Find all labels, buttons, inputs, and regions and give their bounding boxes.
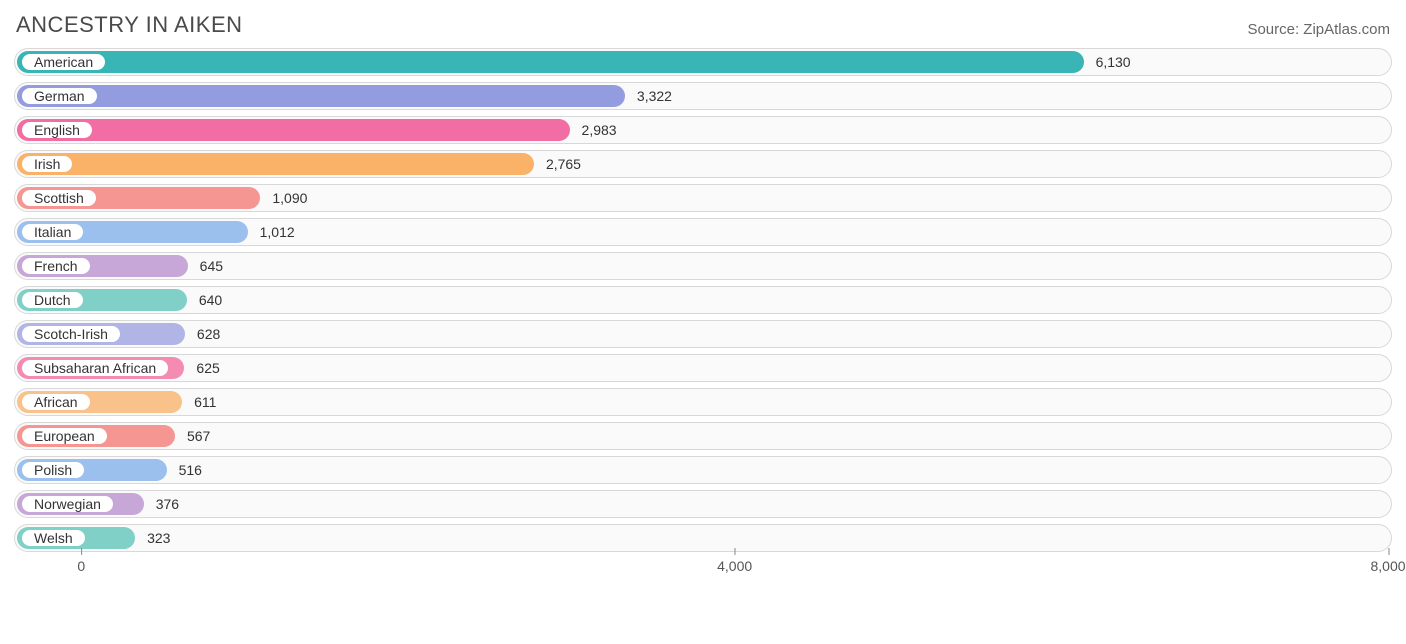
bar-label-pill: Welsh: [21, 529, 86, 547]
bar-value: 2,765: [546, 151, 581, 177]
bar-label: Subsaharan African: [34, 360, 156, 376]
bar-row: Norwegian 376: [14, 490, 1392, 518]
bar-fill: [17, 153, 534, 175]
ancestry-chart: ANCESTRY IN AIKEN Source: ZipAtlas.com A…: [0, 0, 1406, 598]
bar-label: Welsh: [34, 530, 73, 546]
bar-label: Scotch-Irish: [34, 326, 108, 342]
bar-value: 376: [156, 491, 179, 517]
bar-label-pill: English: [21, 121, 93, 139]
bar-label-pill: Irish: [21, 155, 73, 173]
bar-row: Italian 1,012: [14, 218, 1392, 246]
bar-row: French 645: [14, 252, 1392, 280]
bar-label: European: [34, 428, 95, 444]
bar-label-pill: German: [21, 87, 98, 105]
bar-label-pill: Polish: [21, 461, 85, 479]
bar-label-pill: Scottish: [21, 189, 97, 207]
bar-label-pill: Dutch: [21, 291, 84, 309]
bar-row: Scotch-Irish 628: [14, 320, 1392, 348]
bar-row: English 2,983: [14, 116, 1392, 144]
chart-source: Source: ZipAtlas.com: [1247, 21, 1390, 38]
bar-value: 1,090: [272, 185, 307, 211]
bar-value: 323: [147, 525, 170, 551]
bar-value: 6,130: [1096, 49, 1131, 75]
bar-value: 640: [199, 287, 222, 313]
bar-label: Norwegian: [34, 496, 101, 512]
axis-tick: 8,000: [1370, 558, 1405, 574]
bar-row: American 6,130: [14, 48, 1392, 76]
bar-area: American 6,130 German 3,322 English 2,983 Iris…: [14, 48, 1392, 552]
bar-value: 1,012: [260, 219, 295, 245]
bar-label-pill: Subsaharan African: [21, 359, 169, 377]
bar-value: 567: [187, 423, 210, 449]
bar-value: 625: [196, 355, 219, 381]
bar-label-pill: European: [21, 427, 108, 445]
bar-label: Scottish: [34, 190, 84, 206]
axis-tick: 4,000: [717, 558, 752, 574]
bar-label: Irish: [34, 156, 60, 172]
x-axis: 04,0008,000: [14, 558, 1392, 588]
bar-value: 516: [179, 457, 202, 483]
bar-fill: [17, 119, 570, 141]
bar-value: 628: [197, 321, 220, 347]
bar-value: 645: [200, 253, 223, 279]
bar-fill: [17, 85, 625, 107]
bar-label: American: [34, 54, 93, 70]
bar-row: Polish 516: [14, 456, 1392, 484]
bar-value: 2,983: [582, 117, 617, 143]
bar-row: African 611: [14, 388, 1392, 416]
bar-label-pill: African: [21, 393, 91, 411]
bar-row: Scottish 1,090: [14, 184, 1392, 212]
bar-value: 3,322: [637, 83, 672, 109]
bar-row: Irish 2,765: [14, 150, 1392, 178]
axis-tick: 0: [77, 558, 85, 574]
bar-label-pill: Italian: [21, 223, 84, 241]
bar-label: German: [34, 88, 85, 104]
bar-label: Polish: [34, 462, 72, 478]
bar-row: Subsaharan African 625: [14, 354, 1392, 382]
bar-fill: [17, 51, 1084, 73]
chart-header: ANCESTRY IN AIKEN Source: ZipAtlas.com: [14, 8, 1392, 48]
chart-title: ANCESTRY IN AIKEN: [16, 12, 243, 38]
bar-label: African: [34, 394, 78, 410]
bar-label: English: [34, 122, 80, 138]
bar-label: French: [34, 258, 78, 274]
bar-label-pill: American: [21, 53, 106, 71]
bar-value: 611: [194, 389, 216, 415]
bar-label: Italian: [34, 224, 71, 240]
bar-row: European 567: [14, 422, 1392, 450]
bar-label-pill: Scotch-Irish: [21, 325, 121, 343]
bar-row: Dutch 640: [14, 286, 1392, 314]
bar-label: Dutch: [34, 292, 71, 308]
bar-label-pill: Norwegian: [21, 495, 114, 513]
bar-row: Welsh 323: [14, 524, 1392, 552]
bar-row: German 3,322: [14, 82, 1392, 110]
bar-label-pill: French: [21, 257, 91, 275]
